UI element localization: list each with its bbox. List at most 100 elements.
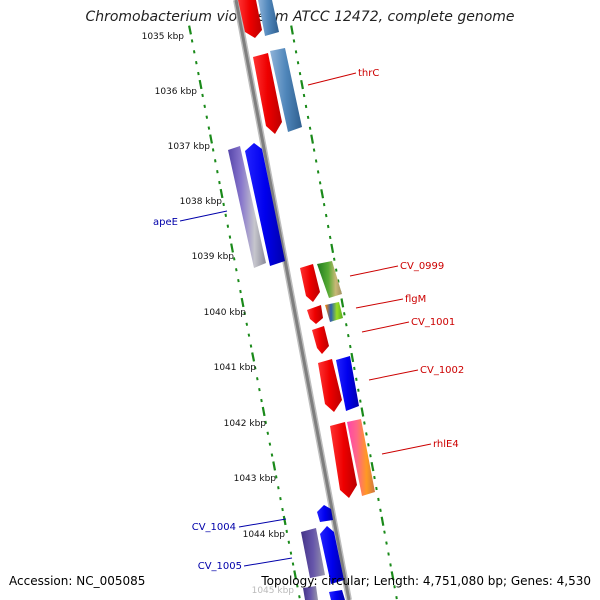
gene-label-rhlE4[interactable]: rhlE4 — [433, 439, 459, 450]
inner-tick-mark — [228, 235, 232, 239]
outer-tick-mark — [393, 585, 396, 589]
gene-arrow-reverse-cv1002[interactable] — [336, 356, 359, 411]
gene-label-cv1002[interactable]: CV_1002 — [420, 365, 464, 376]
gene-arrow-forward-thrC[interactable] — [253, 53, 282, 134]
outer-tick-mark — [367, 443, 370, 447]
outer-tick-mark — [385, 541, 388, 545]
outer-tick-mark — [290, 25, 294, 35]
outer-tick-mark — [347, 333, 350, 338]
inner-tick-mark — [209, 134, 213, 144]
outer-tick-mark — [360, 407, 365, 417]
gene-arrow-forward-flgM[interactable] — [307, 305, 323, 324]
inner-tick-mark — [289, 551, 293, 555]
outer-tick-mark — [359, 399, 362, 403]
inner-tick-mark — [282, 515, 287, 526]
gene-label-cv1004[interactable]: CV_1004 — [192, 522, 236, 533]
inner-tick-mark — [268, 442, 272, 446]
outer-tick-mark — [302, 93, 306, 98]
gene-label-thrC[interactable]: thrC — [358, 68, 379, 79]
inner-tick-mark — [207, 126, 211, 130]
gene-arrow-pink-rhlE4[interactable] — [347, 419, 375, 496]
inner-tick-mark — [235, 268, 238, 272]
gene-arrow-forward[interactable] — [238, 0, 262, 38]
outer-tick-mark — [300, 79, 304, 90]
outer-tick-mark — [379, 508, 382, 512]
inner-tick-mark — [195, 61, 198, 65]
inner-tick-mark — [291, 562, 295, 566]
outer-tick-mark — [308, 126, 312, 130]
genome-summary-text: Topology: circular; Length: 4,751,080 bp… — [261, 574, 591, 588]
inner-tick-mark — [264, 420, 267, 425]
gene-label-cv0999[interactable]: CV_0999 — [400, 261, 444, 272]
outer-tick-mark — [337, 279, 340, 283]
inner-tick-mark — [211, 148, 215, 152]
outer-tick-mark — [375, 486, 378, 491]
inner-tick-mark — [216, 170, 219, 174]
label-leaders — [179, 72, 432, 567]
gene-arrow-forward-cv0999[interactable] — [300, 264, 320, 302]
scale-tick-label: 1042 kbp — [224, 419, 267, 429]
gene-arrow-reverse-cv1004[interactable] — [317, 505, 333, 522]
gene-arrow-steelblue[interactable] — [258, 0, 279, 36]
inner-tick-mark — [218, 180, 221, 185]
gene-arrow-forward-cv1001[interactable] — [312, 326, 329, 354]
inner-tick-mark — [219, 188, 224, 199]
outer-tick-mark — [390, 571, 395, 581]
outer-tick-mark — [369, 454, 372, 458]
inner-tick-mark — [287, 540, 291, 544]
gene-arrow-steelblue-thrC[interactable] — [270, 48, 302, 132]
scale-tick-label: 1038 kbp — [180, 197, 223, 207]
gene-arrow-multicolor-flgM[interactable] — [325, 302, 343, 322]
gene-label-apeE[interactable]: apeE — [153, 217, 178, 228]
scale-tick-label: 1045 kbp — [252, 586, 295, 596]
scale-tick-label: 1039 kbp — [192, 252, 235, 262]
inner-tick-mark — [240, 297, 245, 308]
inner-tick-mark — [247, 333, 251, 337]
inner-tick-mark — [285, 529, 288, 533]
gene-arrow-reverse-apeE[interactable] — [245, 143, 285, 266]
gene-arrow-purple-cv1005[interactable] — [301, 528, 325, 578]
outer-tick-mark — [314, 159, 318, 163]
outer-tick-mark — [377, 497, 380, 502]
outer-tick-mark — [294, 50, 298, 54]
inner-tick-mark — [226, 224, 230, 228]
gene-label-cv1001[interactable]: CV_1001 — [411, 317, 455, 328]
outer-tick-mark — [326, 224, 330, 229]
outer-tick-mark — [306, 115, 310, 120]
inner-tick-mark — [256, 377, 259, 381]
gene-arrow-purple-partial[interactable] — [303, 586, 318, 600]
backbone-line — [233, 0, 352, 600]
outer-tick-mark — [324, 213, 328, 218]
outer-tick-mark — [318, 181, 322, 185]
inner-tick-mark — [201, 93, 204, 98]
gene-label-flgM[interactable]: flgM — [405, 294, 426, 305]
outer-tick-mark — [312, 148, 316, 152]
inner-tick-mark — [197, 71, 200, 76]
inner-tick-mark — [277, 486, 280, 490]
inner-tick-mark — [261, 406, 266, 417]
scale-tick-label: 1044 kbp — [243, 530, 286, 540]
gene-arrow-green-cv0999[interactable] — [317, 261, 342, 298]
outer-tick-mark — [355, 377, 358, 381]
map-title: Chromobacterium violaceum ATCC 12472, co… — [85, 9, 515, 25]
inner-tick-mark — [203, 104, 206, 108]
gene-arrow-forward-rhlE4[interactable] — [330, 422, 357, 498]
outer-tick-mark — [330, 243, 335, 253]
outer-tick-mark — [340, 298, 345, 308]
inner-tick-mark — [190, 39, 194, 43]
inner-tick-mark — [243, 311, 246, 316]
inner-tick-mark — [232, 257, 236, 261]
gene-arrow-purple-apeE[interactable] — [228, 146, 266, 268]
inner-tick-mark — [258, 387, 261, 392]
inner-tick-mark — [230, 243, 234, 253]
gene-label-cv1005[interactable]: CV_1005 — [198, 561, 242, 572]
gene-arrow-forward-cv1002[interactable] — [318, 359, 342, 412]
outer-tick-mark — [292, 39, 296, 43]
gene-arrow-reverse-cv1005[interactable] — [320, 526, 344, 584]
inner-tick-mark — [237, 278, 240, 283]
gene-arrow-reverse-partial[interactable] — [329, 590, 345, 600]
inner-tick-mark — [293, 570, 298, 580]
scale-tick-label: 1041 kbp — [214, 363, 257, 373]
tick-rings — [188, 25, 398, 600]
